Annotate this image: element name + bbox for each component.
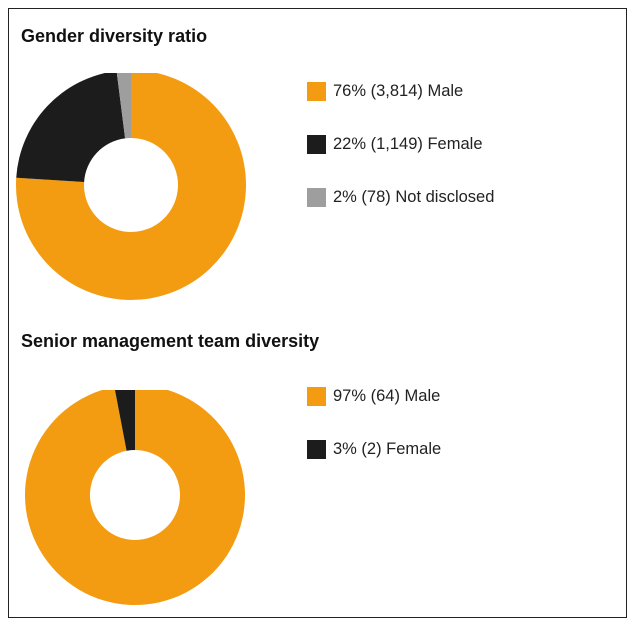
donut-chart-senior: [25, 390, 245, 605]
legend-item-1-0: 97% (64) Male: [307, 386, 441, 406]
legend-gender: 76% (3,814) Male 22% (1,149) Female 2% (78…: [307, 81, 494, 240]
legend-swatch: [307, 439, 326, 459]
pie-slice-1-1: [114, 390, 135, 451]
legend-label: 2% (78) Not disclosed: [333, 187, 495, 206]
pie-slice-1-0: [25, 390, 245, 605]
legend-swatch: [307, 81, 326, 101]
legend-swatch: [307, 187, 326, 207]
legend-item-0-2: 2% (78) Not disclosed: [307, 187, 494, 207]
chart-panel: Gender diversity ratio 76% (3,814) Male 2…: [8, 8, 627, 618]
legend-item-1-1: 3% (2) Female: [307, 439, 441, 459]
legend-swatch: [307, 386, 326, 406]
pie-slice-0-0: [16, 73, 246, 300]
chart-title-senior: Senior management team diversity: [21, 331, 320, 351]
pie-slice-0-1: [16, 73, 126, 183]
legend-senior: 97% (64) Male 3% (2) Female: [307, 386, 441, 492]
legend-label: 76% (3,814) Male: [333, 81, 464, 100]
legend-label: 3% (2) Female: [333, 439, 442, 458]
legend-label: 22% (1,149) Female: [333, 134, 483, 153]
legend-item-0-0: 76% (3,814) Male: [307, 81, 494, 101]
legend-item-0-1: 22% (1,149) Female: [307, 134, 494, 154]
pie-slice-0-2: [116, 73, 131, 139]
donut-chart-gender: [16, 73, 246, 300]
legend-swatch: [307, 134, 326, 154]
chart-title-gender: Gender diversity ratio: [21, 26, 208, 46]
legend-label: 97% (64) Male: [333, 386, 441, 405]
